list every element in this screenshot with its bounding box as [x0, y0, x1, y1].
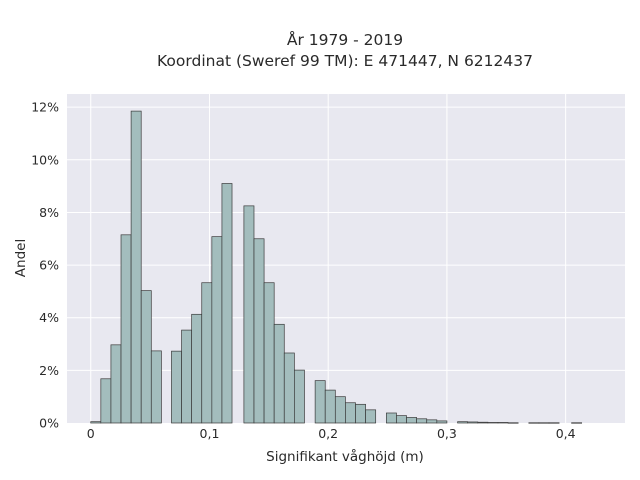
histogram-bar [90, 421, 102, 424]
x-tick-label-4: 0,4 [556, 426, 576, 441]
histogram-bar [497, 422, 509, 424]
x-axis-label: Signifikant våghöjd (m) [266, 448, 424, 465]
histogram-bar [426, 419, 438, 424]
histogram-bar [334, 396, 346, 424]
x-tick-label-0: 0 [87, 426, 95, 441]
histogram-bar [538, 422, 550, 424]
histogram-bar [324, 389, 336, 424]
x-axis-ticks: 0 0,1 0,2 0,3 0,4 [87, 426, 576, 441]
histogram-bar [386, 412, 397, 424]
histogram-bars [90, 110, 583, 424]
histogram-bar [365, 409, 377, 424]
histogram-bar [201, 282, 213, 424]
histogram-bar [528, 422, 540, 424]
chart-title-line-2: Koordinat (Sweref 99 TM): E 471447, N 62… [157, 52, 533, 70]
histogram-bar [283, 352, 295, 424]
y-tick-label-5: 10% [31, 152, 59, 167]
y-tick-label-0: 0% [39, 416, 59, 431]
y-tick-label-3: 6% [39, 258, 59, 273]
grid-lines [67, 94, 625, 423]
y-tick-label-6: 12% [31, 100, 59, 115]
histogram-bar [548, 422, 560, 424]
y-axis-label: Andel [13, 239, 29, 277]
histogram-bar [477, 421, 489, 424]
histogram-bar [345, 402, 356, 424]
y-tick-label-4: 8% [39, 205, 59, 220]
histogram-bar [211, 236, 223, 424]
histogram-bar [507, 422, 519, 424]
x-tick-label-1: 0,1 [200, 426, 220, 441]
histogram-bar [110, 344, 122, 424]
y-axis-ticks: 0% 2% 4% 6% 8% 10% 12% [31, 100, 59, 431]
histogram-bar [273, 323, 285, 424]
histogram-bar [436, 420, 448, 424]
y-tick-label-2: 4% [39, 310, 59, 325]
histogram-bar [150, 350, 162, 424]
histogram-bar [396, 415, 407, 424]
x-tick-label-3: 0,3 [437, 426, 457, 441]
x-tick-label-2: 0,2 [318, 426, 338, 441]
y-tick-label-1: 2% [39, 363, 59, 378]
histogram-bar [314, 380, 326, 424]
histogram-bar [416, 418, 428, 424]
histogram-bar [120, 234, 132, 424]
histogram-bar [130, 110, 142, 424]
histogram-bar [140, 290, 152, 424]
histogram-bar [171, 350, 182, 424]
chart-title-line-1: År 1979 - 2019 [287, 30, 403, 49]
histogram-bar [571, 422, 583, 424]
histogram-bar [457, 421, 469, 424]
histogram-bar [221, 183, 233, 424]
histogram-bar [181, 329, 193, 424]
histogram-bar [263, 282, 275, 424]
histogram-bar [294, 369, 305, 424]
histogram-bar [243, 205, 255, 424]
histogram-bar [100, 378, 112, 424]
histogram-bar [191, 313, 203, 424]
histogram-bar [406, 417, 417, 424]
histogram-bar [487, 422, 499, 424]
histogram-bar [355, 403, 366, 424]
histogram-bar [253, 238, 265, 424]
histogram-bar [467, 421, 479, 424]
